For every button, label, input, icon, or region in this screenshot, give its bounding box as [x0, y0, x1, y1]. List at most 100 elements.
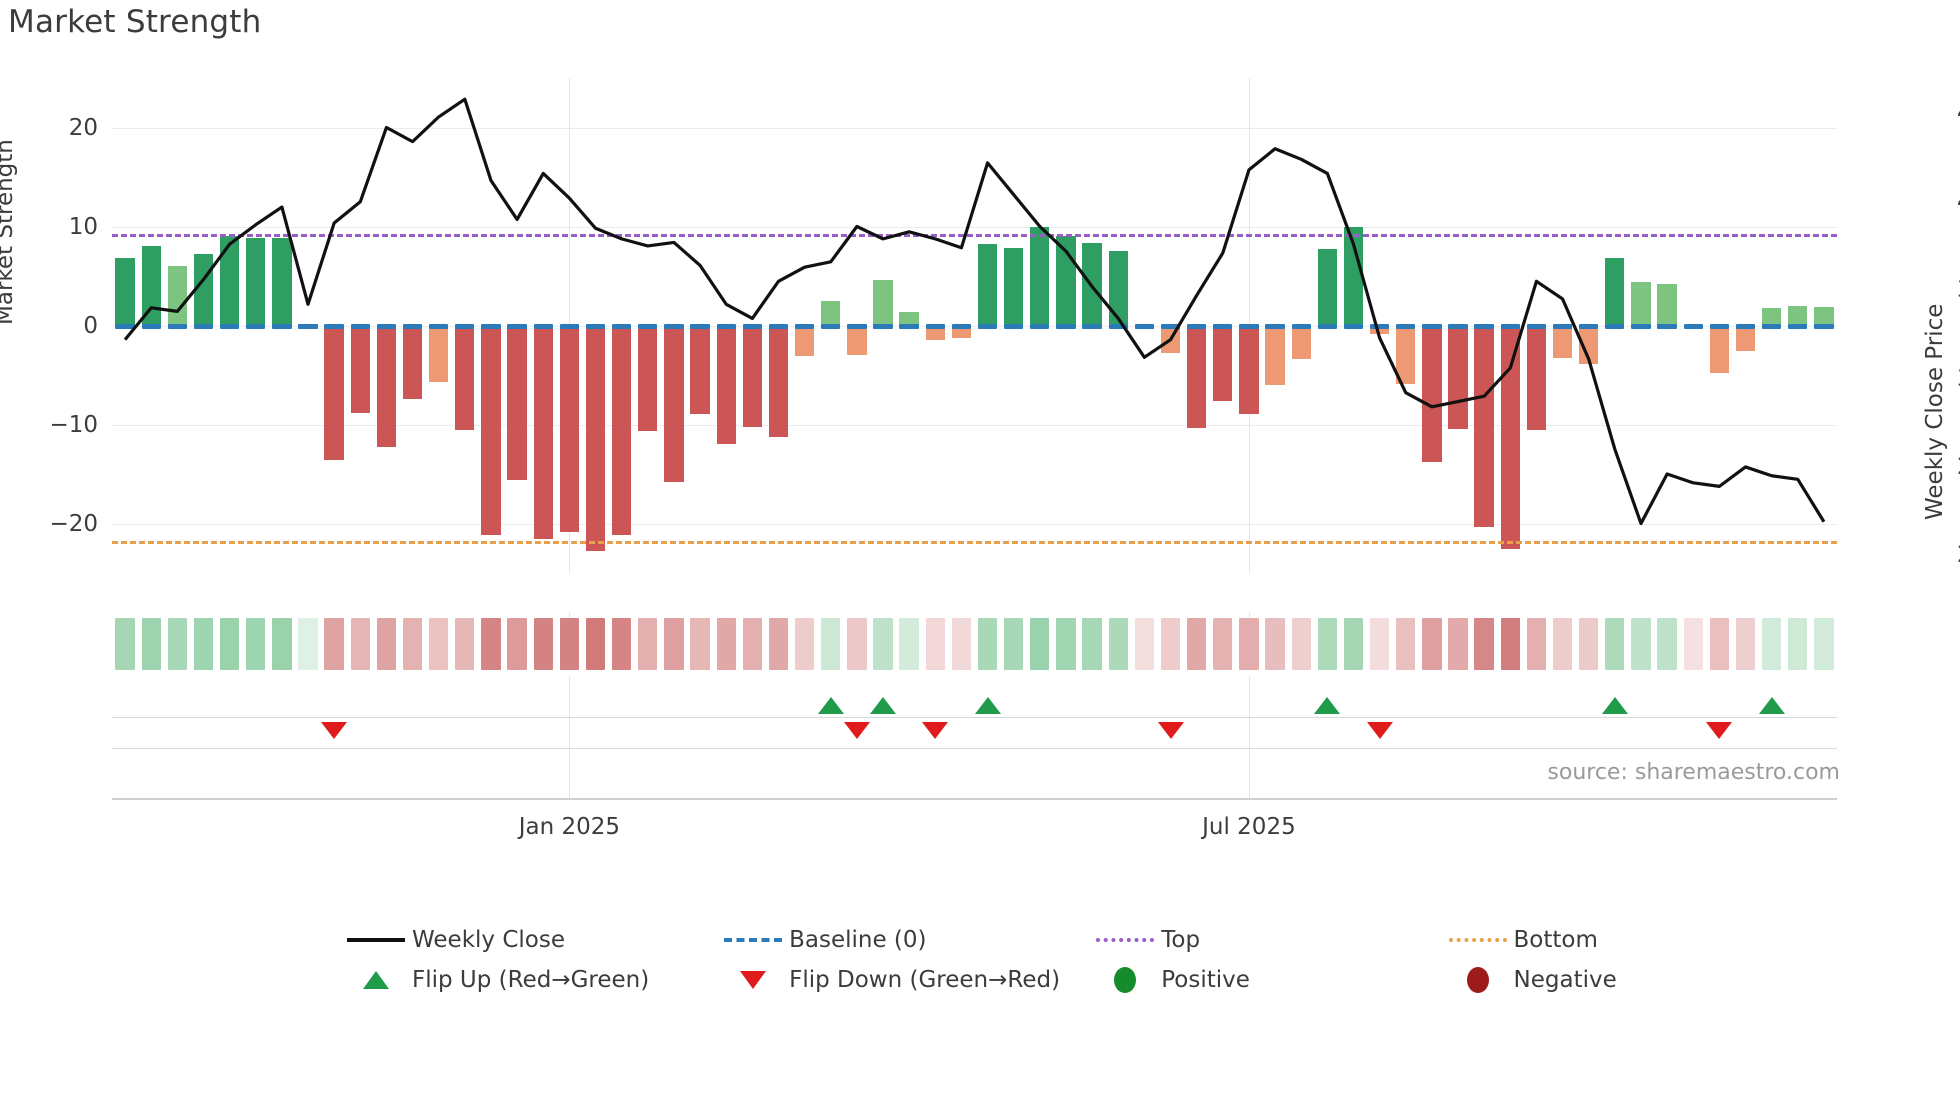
- baseline-marker: [899, 323, 919, 329]
- heatmap-cell: [350, 618, 370, 670]
- heatmap-cell: [1056, 618, 1076, 670]
- strength-bar: [585, 325, 606, 552]
- legend-item-label: Flip Down (Green→Red): [789, 967, 1061, 993]
- heatmap-cell: [1004, 618, 1024, 670]
- heatmap-cell: [1422, 618, 1442, 670]
- strength-bar: [246, 238, 266, 326]
- flip-up-marker: [870, 697, 897, 715]
- flip-up-marker: [1314, 697, 1341, 715]
- strength-bar: [821, 300, 841, 326]
- strength-bar: [951, 325, 972, 339]
- heatmap-cell: [1761, 618, 1782, 670]
- dashed-line-icon: [724, 938, 783, 942]
- strength-bar: [742, 325, 762, 428]
- baseline-marker: [507, 323, 527, 329]
- heatmap-cell: [402, 618, 423, 670]
- strength-bar: [1579, 325, 1599, 365]
- legend-swatch: [717, 971, 789, 989]
- baseline-marker: [951, 323, 972, 329]
- y-axis-left-label: Market Strength: [0, 139, 18, 325]
- heatmap-cell: [1213, 618, 1233, 670]
- heatmap-cell: [1396, 618, 1416, 670]
- heatmap-cell: [1500, 618, 1520, 670]
- strength-bar: [1552, 325, 1573, 359]
- baseline-marker: [1369, 323, 1390, 329]
- dot-icon: [1114, 967, 1137, 993]
- strength-bar: [638, 325, 658, 432]
- legend-swatch: [340, 938, 412, 942]
- heatmap-cell: [690, 618, 710, 670]
- baseline-marker: [402, 323, 423, 329]
- heatmap-cell: [664, 618, 684, 670]
- strength-bar: [768, 325, 789, 438]
- legend-item[interactable]: Flip Down (Green→Red): [717, 967, 1089, 993]
- heatmap-cell: [768, 618, 789, 670]
- x-axis-rule: [112, 798, 1837, 800]
- baseline-marker: [1474, 323, 1494, 329]
- legend-item[interactable]: Weekly Close: [340, 927, 717, 953]
- baseline-marker: [193, 323, 214, 329]
- triangle-up-icon: [363, 971, 389, 989]
- heatmap-cell: [272, 618, 292, 670]
- legend-swatch: [1089, 938, 1161, 942]
- strength-bar: [899, 311, 919, 326]
- baseline-marker: [481, 323, 501, 329]
- legend-item[interactable]: Top: [1089, 927, 1441, 953]
- heatmap-cell: [1788, 618, 1808, 670]
- baseline-marker: [298, 323, 318, 329]
- legend-swatch: [1442, 938, 1514, 942]
- baseline-marker: [925, 323, 945, 329]
- baseline-marker: [1788, 323, 1808, 329]
- heatmap-cell: [219, 618, 240, 670]
- flip-up-marker: [817, 697, 844, 715]
- heatmap-cell: [298, 618, 318, 670]
- legend-item[interactable]: Negative: [1442, 967, 1640, 993]
- heatmap-cell: [1082, 618, 1102, 670]
- legend-item[interactable]: Baseline (0): [717, 927, 1089, 953]
- flip-down-marker: [1157, 722, 1184, 740]
- baseline-marker: [847, 323, 867, 329]
- baseline-marker: [559, 323, 580, 329]
- page-title: Market Strength: [8, 4, 262, 40]
- heatmap-cell: [1108, 618, 1128, 670]
- strength-bar: [1030, 226, 1050, 326]
- baseline-marker: [376, 323, 397, 329]
- baseline-marker: [1213, 323, 1233, 329]
- legend-item[interactable]: Positive: [1089, 967, 1441, 993]
- legend-item[interactable]: Flip Up (Red→Green): [340, 967, 717, 993]
- strength-bar: [1605, 258, 1625, 326]
- heatmap-cell: [1186, 618, 1207, 670]
- x-axis-band: Jan 2025 Jul 2025: [112, 766, 1837, 840]
- heatmap-cell: [716, 618, 736, 670]
- heatmap-cell: [821, 618, 841, 670]
- y-axis-left-tick: −20: [49, 510, 98, 537]
- gridline-vertical: [1248, 766, 1250, 798]
- heatmap-cell: [794, 618, 815, 670]
- baseline-marker: [768, 323, 789, 329]
- heatmap-cell: [1552, 618, 1573, 670]
- baseline-marker: [1683, 323, 1703, 329]
- flip-up-marker: [974, 697, 1001, 715]
- strength-bar: [690, 325, 710, 414]
- heatmap-cell: [1735, 618, 1756, 670]
- strength-bar: [115, 258, 135, 326]
- strength-bar: [716, 325, 736, 445]
- legend-item-label: Positive: [1161, 967, 1250, 993]
- baseline-marker: [1108, 323, 1128, 329]
- heatmap-cell: [873, 618, 893, 670]
- strength-bar: [1526, 325, 1547, 431]
- dotted-line-icon: [1448, 938, 1507, 942]
- strength-bar: [324, 325, 344, 461]
- baseline-marker: [219, 323, 240, 329]
- dotted-line-icon: [1096, 938, 1155, 942]
- heatmap-cell: [611, 618, 632, 670]
- legend-swatch: [1442, 967, 1514, 993]
- strength-bar: [1186, 325, 1207, 429]
- flip-row-rule: [112, 748, 1837, 749]
- x-axis-tick: Jul 2025: [1202, 814, 1296, 840]
- strength-bar: [925, 325, 945, 341]
- legend-item[interactable]: Bottom: [1442, 927, 1640, 953]
- legend-item-label: Weekly Close: [412, 927, 565, 953]
- baseline-marker: [167, 323, 187, 329]
- baseline-marker: [1448, 323, 1468, 329]
